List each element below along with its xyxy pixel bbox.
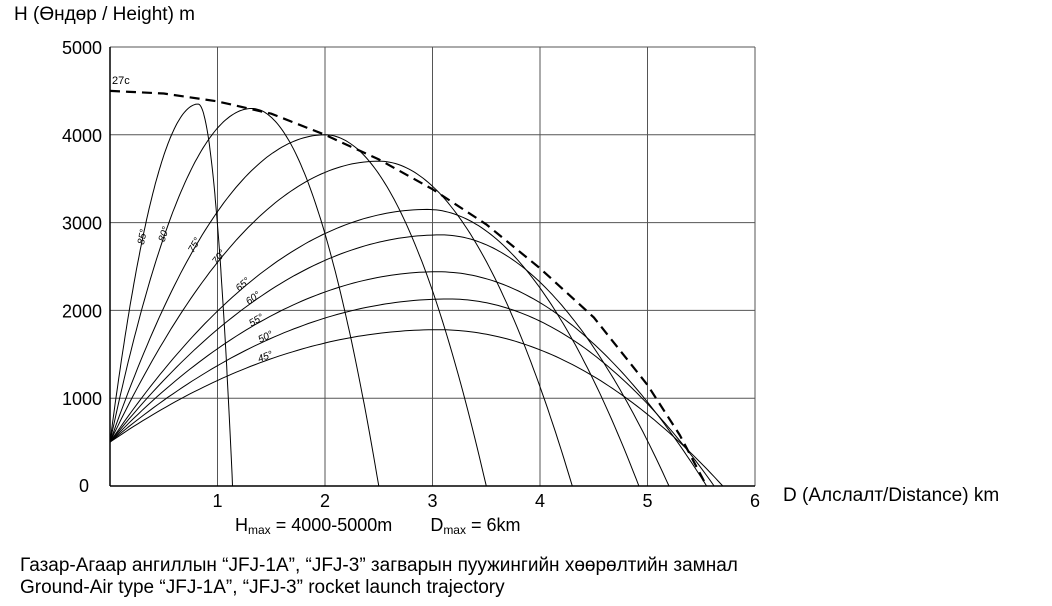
tick-labels: 1 2 3 4 5 6 1000 2000 3000 4000 5000 0 <box>62 38 760 511</box>
hmax-subscript: max <box>248 523 271 537</box>
angle-label: 55° <box>247 312 266 329</box>
angle-label: 50° <box>257 329 275 345</box>
angle-label: 70° <box>210 248 228 267</box>
parameters: Hmax = 4000-5000m Dmax = 6km <box>235 515 521 537</box>
angle-label: 85° <box>136 229 150 246</box>
angle-label: 65° <box>234 276 253 294</box>
x-tick-label: 1 <box>212 491 222 511</box>
dmax-subscript: max <box>443 523 466 537</box>
trajectory-chart: 85° 80° 75° 70° 65°60° 55°50° 45° 27с 1 2 3 4 5 6 100… <box>62 38 760 511</box>
hmax-symbol: H <box>235 515 248 535</box>
curve-labels: 85° 80° 75° 70° 65°60° 55°50° 45° 27с <box>112 75 275 365</box>
trajectory-line <box>109 234 670 487</box>
grid <box>110 46 756 486</box>
trajectory-line <box>109 271 708 487</box>
trajectory-line <box>109 103 233 487</box>
angle-label: 75° <box>186 236 203 255</box>
y-tick-label: 5000 <box>62 38 102 58</box>
y-tick-label: 2000 <box>62 301 102 321</box>
trajectory-line <box>109 160 573 487</box>
trajectory-line <box>109 208 640 487</box>
axes <box>109 47 755 487</box>
trajectory-line <box>109 298 715 487</box>
y-tick-label: 1000 <box>62 389 102 409</box>
hmax-value: = 4000-5000m <box>275 515 393 535</box>
trajectory-curves <box>109 89 724 487</box>
dmax-value: = 6km <box>471 515 521 535</box>
caption: Газар-Агаар ангиллын “JFJ-1A”, “JFJ-3” з… <box>20 555 738 599</box>
x-tick-label: 5 <box>642 491 652 511</box>
angle-label: 80° <box>157 225 172 243</box>
trajectory-line <box>109 108 380 487</box>
trajectory-line <box>109 134 487 487</box>
origin-label: 0 <box>79 476 89 496</box>
x-tick-label: 4 <box>535 491 545 511</box>
caption-mongolian: Газар-Агаар ангиллын “JFJ-1A”, “JFJ-3” з… <box>20 555 738 576</box>
envelope-line <box>109 89 708 487</box>
caption-english: Ground-Air type “JFJ-1A”, “JFJ-3” rocket… <box>20 577 505 598</box>
angle-label: 45° <box>256 349 274 365</box>
x-tick-label: 3 <box>427 491 437 511</box>
angle-label: 60° <box>244 290 263 308</box>
envelope-label: 27с <box>112 75 130 87</box>
y-tick-label: 3000 <box>62 214 102 234</box>
dmax-symbol: D <box>430 515 444 535</box>
y-axis-label: H (Өндөр / Height) m <box>14 4 196 25</box>
x-tick-label: 2 <box>320 491 330 511</box>
trajectory-line <box>109 329 724 487</box>
x-tick-label: 6 <box>750 491 760 511</box>
y-tick-label: 4000 <box>62 126 102 146</box>
x-axis-label: D (Алслалт/Distance) km <box>783 485 1000 506</box>
